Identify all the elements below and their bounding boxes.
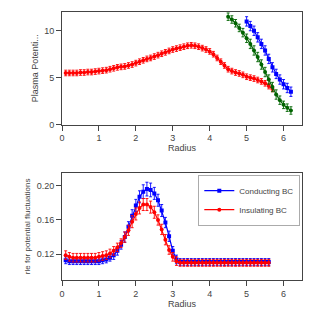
svg-text:rle for potential fluctuations: rle for potential fluctuations [23, 179, 32, 275]
svg-text:4: 4 [207, 133, 212, 143]
svg-text:6: 6 [281, 289, 286, 299]
svg-text:1: 1 [96, 289, 101, 299]
svg-text:4: 4 [207, 289, 212, 299]
svg-text:6: 6 [281, 133, 286, 143]
svg-text:0.16: 0.16 [37, 215, 55, 225]
svg-text:Insulating BC: Insulating BC [239, 206, 287, 215]
svg-text:5: 5 [49, 73, 54, 83]
svg-text:Radius: Radius [168, 299, 197, 309]
svg-text:Conducting BC: Conducting BC [239, 187, 293, 196]
svg-text:0: 0 [59, 133, 64, 143]
svg-text:5: 5 [244, 133, 249, 143]
svg-text:3: 3 [170, 133, 175, 143]
svg-text:Radius: Radius [168, 143, 197, 153]
svg-text:0: 0 [49, 120, 54, 130]
svg-text:0: 0 [59, 289, 64, 299]
svg-text:Plasma Potenti...: Plasma Potenti... [30, 34, 40, 102]
svg-text:0.12: 0.12 [37, 249, 55, 259]
svg-text:3: 3 [170, 289, 175, 299]
svg-text:0.20: 0.20 [37, 181, 55, 191]
svg-text:2: 2 [133, 289, 138, 299]
svg-text:2: 2 [133, 133, 138, 143]
svg-text:5: 5 [244, 289, 249, 299]
svg-text:1: 1 [96, 133, 101, 143]
svg-text:10: 10 [44, 26, 54, 36]
